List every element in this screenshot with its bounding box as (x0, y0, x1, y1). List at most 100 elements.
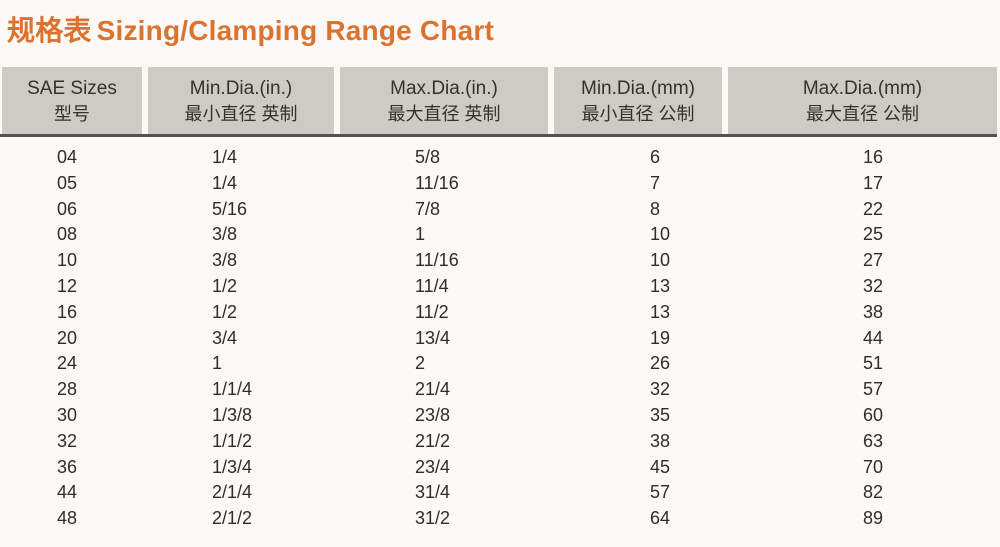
table-cell: 48 (57, 508, 78, 529)
table-row: 28 1/1/4 21/4 32 57 (0, 377, 997, 403)
table-cell: 1/2 (212, 301, 238, 322)
table-cell: 38 (863, 301, 884, 322)
table-cell: 13 (650, 301, 671, 322)
table-cell: 11/16 (415, 172, 459, 193)
table-cell: 21/2 (415, 430, 451, 451)
table-row: 24 1 2 26 51 (0, 351, 997, 377)
header-label-en: Min.Dia.(in.) (189, 78, 293, 99)
table-cell: 63 (863, 430, 884, 451)
table-cell: 31/2 (415, 508, 451, 529)
header-label-en: SAE Sizes (27, 78, 117, 99)
page-title-zh: 规格表 (7, 15, 92, 46)
table-row: 12 1/2 11/4 13 32 (0, 274, 997, 300)
table-cell: 8 (650, 198, 661, 219)
table-cell: 57 (650, 482, 671, 503)
table-cell: 7/8 (415, 198, 441, 219)
table-cell: 31/4 (415, 482, 451, 503)
table-row: 36 1/3/4 23/4 45 70 (0, 455, 997, 481)
table-cell: 45 (650, 456, 671, 477)
header-label-en: Min.Dia.(mm) (581, 78, 695, 99)
table-cell: 51 (863, 353, 884, 374)
table-cell: 1/1/2 (212, 430, 253, 451)
table-cell: 16 (57, 301, 78, 322)
table-cell: 11/16 (415, 250, 459, 271)
table-cell: 10 (650, 224, 671, 245)
table-row: 16 1/2 11/2 13 38 (0, 300, 997, 326)
header-label-en: Max.Dia.(mm) (802, 78, 923, 99)
table-header-cell-max-dia-mm: Max.Dia.(mm) 最大直径 公制 (728, 67, 997, 134)
table-cell: 3/8 (212, 250, 238, 271)
table-header-cell-min-dia-mm: Min.Dia.(mm) 最小直径 公制 (554, 67, 722, 134)
table-cell: 26 (650, 353, 671, 374)
table-cell: 11/2 (415, 301, 449, 322)
table-cell: 32 (57, 430, 78, 451)
table-cell: 32 (650, 379, 671, 400)
table-cell: 6 (650, 147, 661, 167)
table-cell: 10 (57, 250, 78, 271)
table-cell: 08 (57, 224, 78, 245)
table-header-cell-max-dia-in: Max.Dia.(in.) 最大直径 英制 (340, 67, 548, 134)
table-row: 05 1/4 11/16 7 17 (0, 171, 997, 197)
table-cell: 3/4 (212, 327, 238, 348)
table-cell: 82 (863, 482, 884, 503)
table-cell: 22 (863, 198, 884, 219)
table-cell: 1/3/4 (212, 456, 253, 477)
table-cell: 64 (650, 508, 671, 529)
table-cell: 1/4 (212, 172, 238, 193)
table-cell: 2/1/2 (212, 508, 253, 529)
table-cell: 1 (415, 224, 426, 245)
table-cell: 44 (57, 482, 78, 503)
table-cell: 89 (863, 508, 884, 529)
table-header-cell-min-dia-in: Min.Dia.(in.) 最小直径 英制 (148, 67, 334, 134)
table-cell: 60 (863, 404, 884, 425)
header-label-zh: 最大直径 公制 (805, 104, 919, 124)
page-title-en: Sizing/Clamping Range Chart (96, 15, 495, 46)
table-row: 04 1/4 5/8 6 16 (0, 145, 997, 171)
table-cell: 70 (863, 456, 884, 477)
table-cell: 17 (863, 172, 884, 193)
table-cell: 2 (415, 353, 426, 374)
page-title: 规格表 Sizing/Clamping Range Chart (0, 0, 1000, 48)
table-row: 10 3/8 11/16 10 27 (0, 248, 997, 274)
table-cell: 05 (57, 172, 78, 193)
table-header-row: SAE Sizes 型号 Min.Dia.(in.) 最小直径 英制 Max.D… (0, 67, 997, 137)
table-cell: 5/16 (212, 198, 248, 219)
table-cell: 5/8 (415, 147, 441, 167)
table-cell: 19 (650, 327, 671, 348)
table-cell: 57 (863, 379, 884, 400)
table-header-cell-sae-sizes: SAE Sizes 型号 (2, 67, 142, 134)
table-cell: 1/4 (212, 147, 238, 167)
table-cell: 1/2 (212, 275, 238, 296)
table-cell: 38 (650, 430, 671, 451)
table-cell: 44 (863, 327, 884, 348)
table-cell: 16 (863, 147, 884, 167)
table-row: 48 2/1/2 31/2 64 89 (0, 506, 997, 532)
table-cell: 11/4 (415, 275, 449, 296)
table-row: 08 3/8 1 10 25 (0, 222, 997, 248)
table-cell: 10 (650, 250, 671, 271)
table-row: 30 1/3/8 23/8 35 60 (0, 403, 997, 429)
table-cell: 1/3/8 (212, 404, 253, 425)
table-cell: 23/8 (415, 404, 451, 425)
table-cell: 12 (57, 275, 78, 296)
header-label-zh: 最大直径 英制 (387, 104, 501, 124)
table-row: 20 3/4 13/4 19 44 (0, 326, 997, 352)
table-row: 44 2/1/4 31/4 57 82 (0, 480, 997, 506)
table-cell: 30 (57, 404, 78, 425)
table-cell: 36 (57, 456, 78, 477)
table-cell: 1 (212, 353, 223, 374)
table-cell: 7 (650, 172, 661, 193)
header-label-en: Max.Dia.(in.) (390, 78, 498, 99)
table-cell: 2/1/4 (212, 482, 253, 503)
table-cell: 13 (650, 275, 671, 296)
table-cell: 35 (650, 404, 671, 425)
table-cell: 27 (863, 250, 884, 271)
table-cell: 3/8 (212, 224, 238, 245)
table-row: 06 5/16 7/8 8 22 (0, 197, 997, 223)
header-label-zh: 最小直径 公制 (581, 104, 695, 124)
table-cell: 20 (57, 327, 78, 348)
table-cell: 04 (57, 147, 78, 167)
table-cell: 1/1/4 (212, 379, 253, 400)
table-row: 32 1/1/2 21/2 38 63 (0, 429, 997, 455)
